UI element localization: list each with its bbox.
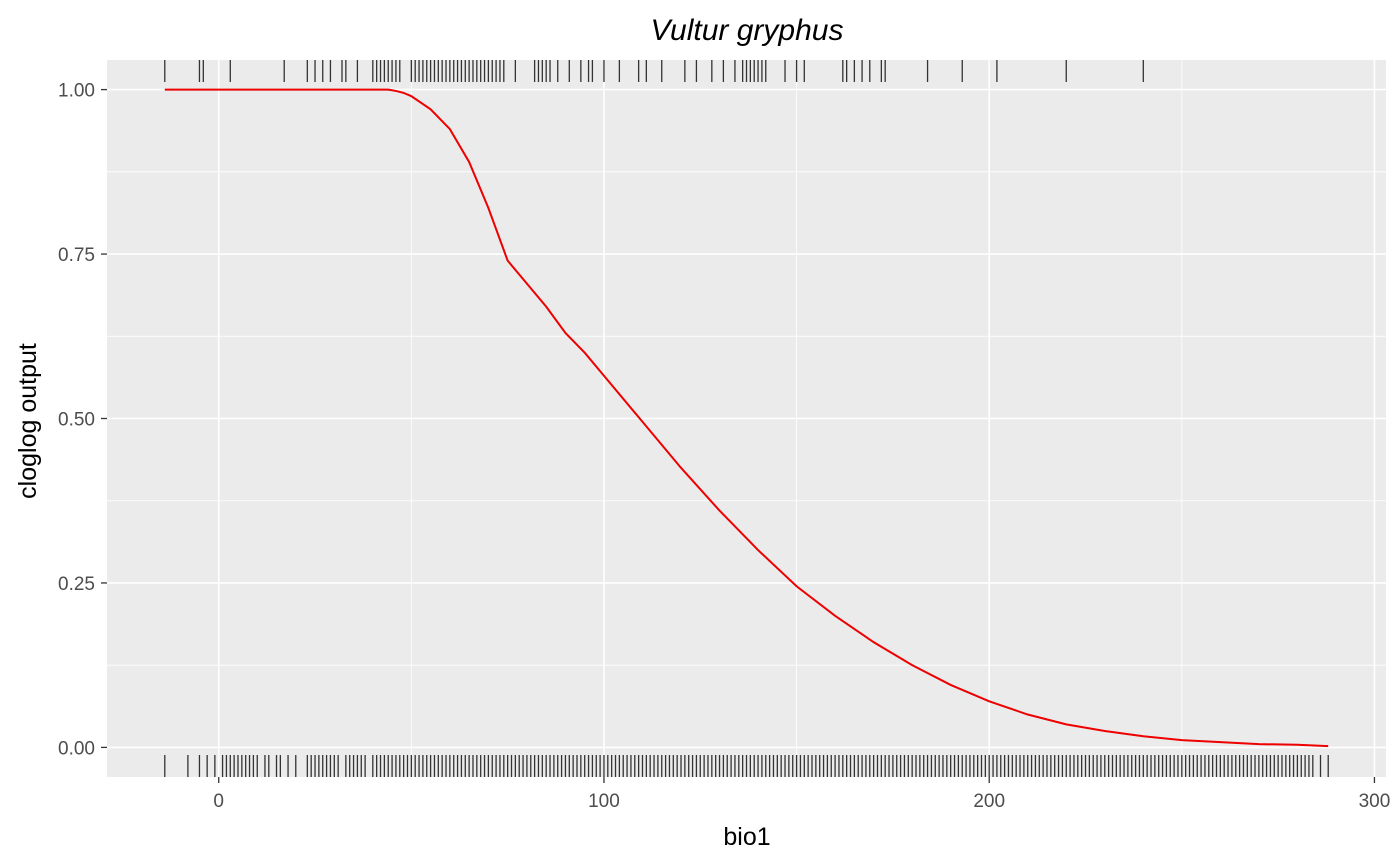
x-tick-label: 300 bbox=[1359, 791, 1391, 812]
y-tick-label: 1.00 bbox=[58, 81, 95, 102]
y-axis: 0.00 0.25 0.50 0.75 1.00 bbox=[58, 81, 107, 759]
series-line-response bbox=[164, 88, 1329, 748]
rug-presence bbox=[164, 60, 1144, 82]
x-axis: 0 100 200 300 bbox=[213, 777, 1390, 812]
x-tick-label: 200 bbox=[973, 791, 1005, 812]
rug-absence bbox=[164, 755, 1329, 777]
y-tick-label: 0.75 bbox=[58, 245, 95, 266]
y-tick-label: 0.50 bbox=[58, 410, 95, 431]
y-tick-label: 0.25 bbox=[58, 574, 95, 595]
y-axis-title: cloglog output bbox=[14, 343, 42, 499]
x-tick-label: 100 bbox=[588, 791, 620, 812]
y-tick-label: 0.00 bbox=[58, 738, 95, 759]
x-tick-label: 0 bbox=[213, 791, 224, 812]
chart-title: Vultur gryphus bbox=[651, 14, 844, 47]
x-axis-title: bio1 bbox=[723, 823, 770, 851]
